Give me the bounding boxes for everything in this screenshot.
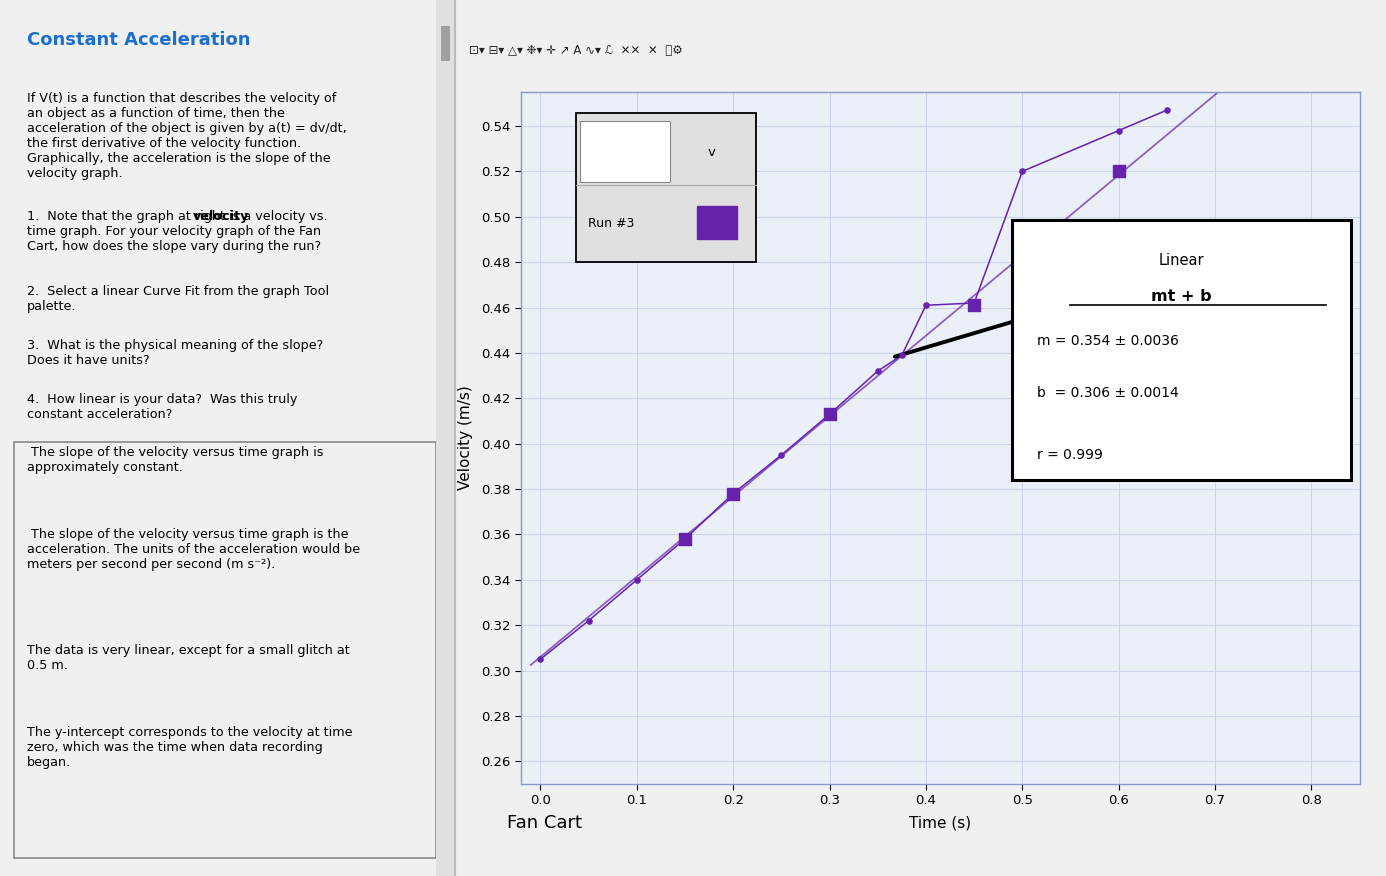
Point: [891, 348, 913, 362]
Text: Fan Cart: Fan Cart: [507, 814, 582, 832]
Text: velocity: velocity: [193, 210, 249, 223]
Point: [1107, 124, 1130, 138]
Point: [819, 407, 841, 421]
Text: Run #3: Run #3: [588, 217, 635, 230]
Point: [722, 486, 744, 500]
Y-axis label: Velocity (m/s): Velocity (m/s): [457, 385, 473, 491]
Text: The slope of the velocity versus time graph is
approximately constant.: The slope of the velocity versus time gr…: [28, 446, 324, 474]
Bar: [441, 26, 450, 61]
Point: [1156, 103, 1178, 117]
Point: [915, 298, 937, 312]
Text: mt + b: mt + b: [1152, 289, 1211, 304]
Text: 4.  How linear is your data?  Was this truly
constant acceleration?: 4. How linear is your data? Was this tru…: [28, 393, 298, 421]
Point: [578, 614, 600, 628]
Text: ⊡▾ ⊟▾ △▾ ❉▾ ✛ ↗ A ∿▾ ℒ  ✕✕  ✕  🔧⚙: ⊡▾ ⊟▾ △▾ ❉▾ ✛ ↗ A ∿▾ ℒ ✕✕ ✕ 🔧⚙: [468, 44, 682, 57]
Point: [963, 296, 985, 310]
Text: b  = 0.306 ± 0.0014: b = 0.306 ± 0.0014: [1037, 386, 1178, 400]
Text: Constant Acceleration: Constant Acceleration: [28, 31, 251, 49]
Bar: [697, 206, 737, 239]
Text: The slope of the velocity versus time graph is the
acceleration. The units of th: The slope of the velocity versus time gr…: [28, 528, 360, 571]
Text: v: v: [707, 146, 715, 159]
Point: [722, 486, 744, 500]
Text: r = 0.999: r = 0.999: [1037, 449, 1103, 463]
FancyBboxPatch shape: [1012, 220, 1351, 479]
Point: [674, 532, 696, 546]
X-axis label: Time (s): Time (s): [909, 816, 972, 830]
Point: [529, 653, 552, 667]
Text: The y-intercept corresponds to the velocity at time
zero, which was the time whe: The y-intercept corresponds to the veloc…: [28, 726, 353, 769]
Point: [1107, 165, 1130, 179]
FancyBboxPatch shape: [579, 121, 671, 182]
Text: Linear: Linear: [1159, 253, 1204, 268]
Text: If V(t) is a function that describes the velocity of
an object as a function of : If V(t) is a function that describes the…: [28, 92, 346, 180]
Text: 2.  Select a linear Curve Fit from the graph Tool
palette.: 2. Select a linear Curve Fit from the gr…: [28, 285, 330, 313]
Point: [771, 448, 793, 462]
Point: [674, 532, 696, 546]
FancyBboxPatch shape: [575, 113, 755, 262]
Point: [866, 364, 888, 378]
Text: m = 0.354 ± 0.0036: m = 0.354 ± 0.0036: [1037, 335, 1178, 348]
Point: [1012, 165, 1034, 179]
Point: [963, 298, 985, 312]
Bar: [14, 442, 437, 858]
Text: The data is very linear, except for a small glitch at
0.5 m.: The data is very linear, except for a sm…: [28, 644, 351, 672]
Point: [625, 573, 647, 587]
Text: 1.  Note that the graph at right is a velocity vs.
time graph. For your velocity: 1. Note that the graph at right is a vel…: [28, 210, 328, 253]
Text: 3.  What is the physical meaning of the slope?
Does it have units?: 3. What is the physical meaning of the s…: [28, 339, 323, 367]
Bar: [437, 0, 455, 876]
Point: [819, 407, 841, 421]
